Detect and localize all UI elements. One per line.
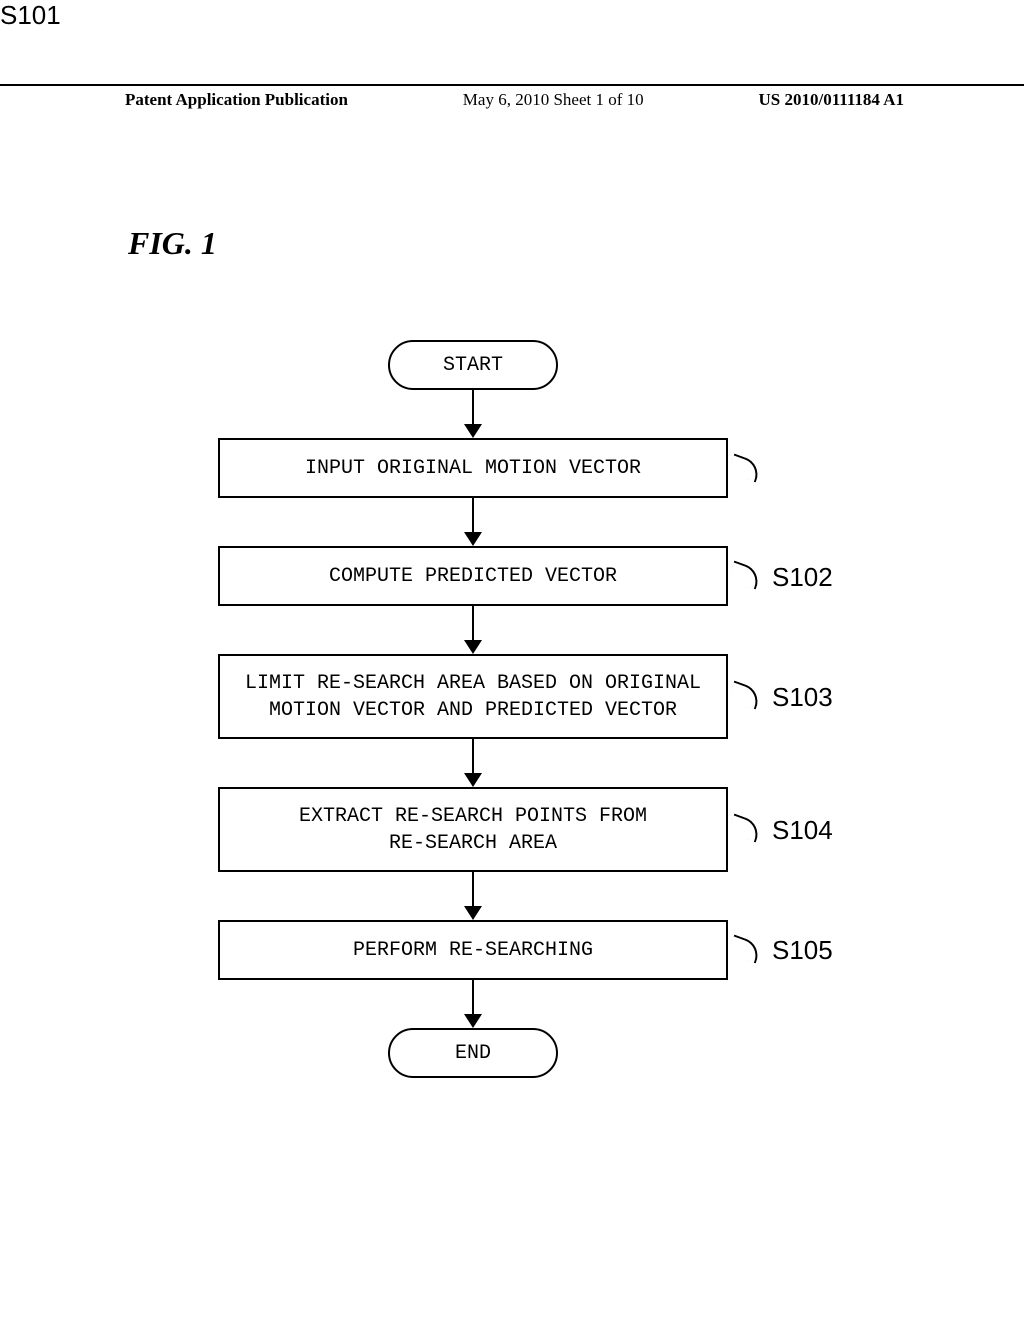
header-right: US 2010/0111184 A1 [759, 90, 904, 110]
terminal-end-label: END [455, 1042, 491, 1065]
arrow-head-icon [464, 1014, 482, 1028]
arrow-line [472, 606, 474, 644]
step-label-s101: S101 [0, 0, 61, 31]
header-row: Patent Application Publication May 6, 20… [0, 90, 1024, 110]
arrow-line [472, 872, 474, 910]
process-label: EXTRACT RE-SEARCH POINTS FROM RE-SEARCH … [299, 803, 647, 857]
terminal-end: END [388, 1028, 558, 1078]
arrow [218, 606, 728, 654]
process-s103: LIMIT RE-SEARCH AREA BASED ON ORIGINAL M… [218, 654, 728, 739]
arrow-line [472, 498, 474, 536]
terminal-start-label: START [443, 354, 503, 377]
process-s105: PERFORM RE-SEARCHING [218, 920, 728, 980]
arrow-line [472, 739, 474, 777]
flowchart-container: START INPUT ORIGINAL MOTION VECTOR COMPU… [218, 340, 728, 1078]
step-label-s102: S102 [772, 562, 833, 593]
arrow [218, 739, 728, 787]
header-center: May 6, 2010 Sheet 1 of 10 [463, 90, 644, 110]
step-label-s105: S105 [772, 935, 833, 966]
arrow-head-icon [464, 773, 482, 787]
arrow [218, 980, 728, 1028]
arrow-head-icon [464, 424, 482, 438]
arrow-head-icon [464, 640, 482, 654]
arrow [218, 872, 728, 920]
process-label: INPUT ORIGINAL MOTION VECTOR [305, 455, 641, 482]
arrow-line [472, 390, 474, 428]
process-s101: INPUT ORIGINAL MOTION VECTOR [218, 438, 728, 498]
process-s102: COMPUTE PREDICTED VECTOR [218, 546, 728, 606]
step-label-s103: S103 [772, 682, 833, 713]
arrow-line [472, 980, 474, 1018]
arrow-head-icon [464, 906, 482, 920]
leader-line-icon [727, 934, 762, 963]
leader-line-icon [727, 813, 762, 842]
process-s104: EXTRACT RE-SEARCH POINTS FROM RE-SEARCH … [218, 787, 728, 872]
process-label: LIMIT RE-SEARCH AREA BASED ON ORIGINAL M… [245, 670, 701, 724]
process-label: PERFORM RE-SEARCHING [353, 937, 593, 964]
arrow [218, 498, 728, 546]
figure-label: FIG. 1 [128, 225, 217, 262]
leader-line-icon [727, 680, 762, 709]
arrow [218, 390, 728, 438]
step-label-s104: S104 [772, 815, 833, 846]
arrow-head-icon [464, 532, 482, 546]
page-header: Patent Application Publication May 6, 20… [0, 84, 1024, 110]
header-left: Patent Application Publication [125, 90, 348, 110]
leader-line-icon [727, 560, 762, 589]
leader-line-icon [727, 453, 762, 482]
process-label: COMPUTE PREDICTED VECTOR [329, 563, 617, 590]
terminal-start: START [388, 340, 558, 390]
